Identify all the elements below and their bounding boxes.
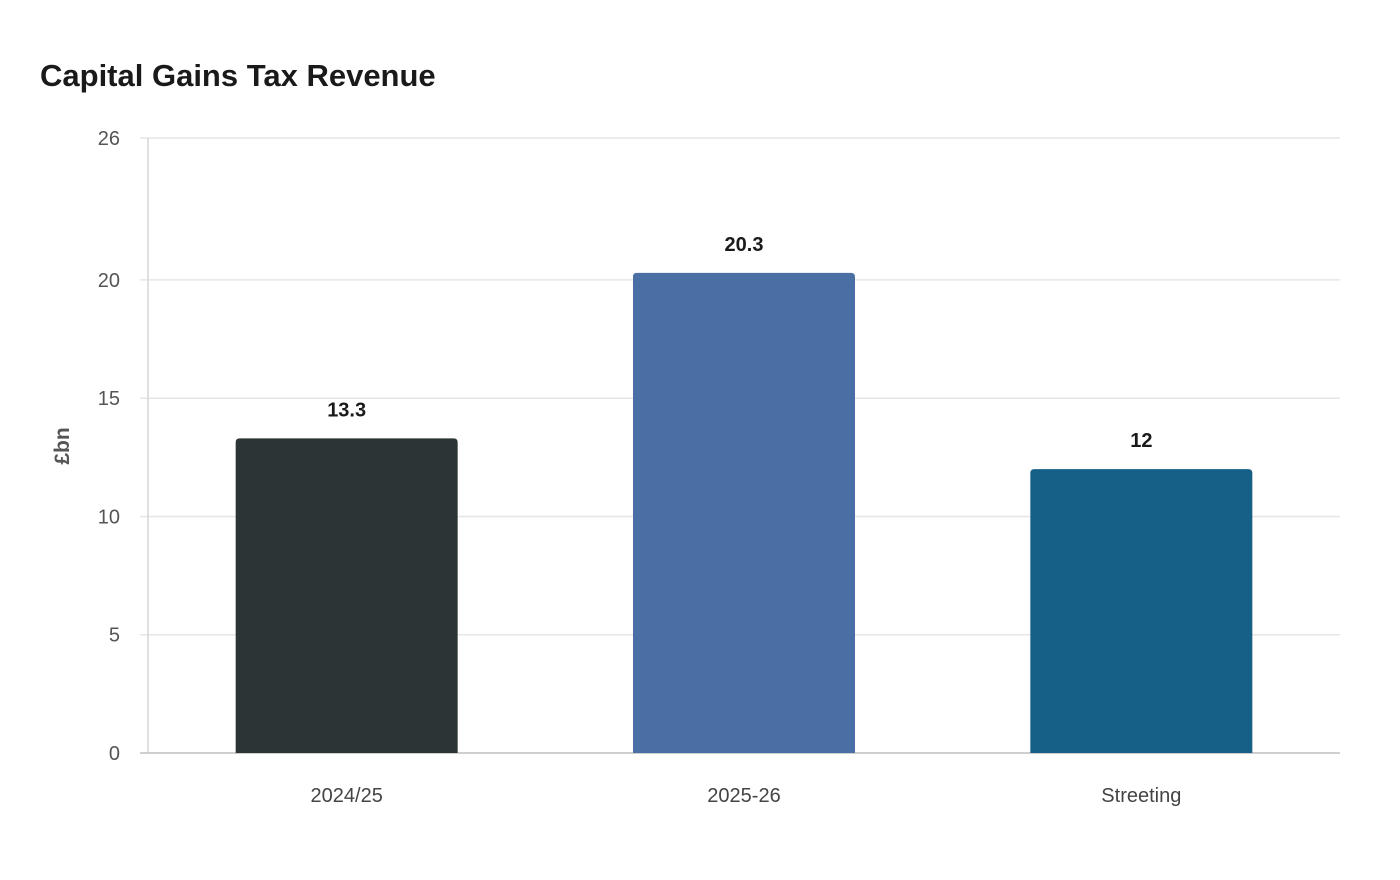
x-tick-label: Streeting <box>1101 785 1181 807</box>
label-layer: 0 5 10 15 20 26 13.3 2024/25 20.3 2025-26 12 Street… <box>98 128 1182 807</box>
y-tick-label: 5 <box>109 625 120 647</box>
chart-title: Capital Gains Tax Revenue <box>40 58 436 93</box>
y-tick-label: 20 <box>98 270 120 292</box>
y-axis-title: £bn <box>51 427 74 464</box>
y-tick-label: 15 <box>98 388 120 410</box>
y-tick-label: 0 <box>109 743 120 765</box>
x-tick-label: 2024/25 <box>311 785 383 807</box>
bar <box>633 272 855 753</box>
x-tick-label: 2025-26 <box>707 785 780 807</box>
bar-value-label: 20.3 <box>725 234 764 256</box>
y-tick-label: 10 <box>98 506 120 528</box>
bar-layer <box>235 272 1253 753</box>
bar-value-label: 12 <box>1130 430 1152 452</box>
bar-value-label: 13.3 <box>327 399 366 421</box>
y-tick-label: 26 <box>98 128 120 150</box>
bar <box>1030 469 1253 753</box>
bar <box>235 438 458 753</box>
